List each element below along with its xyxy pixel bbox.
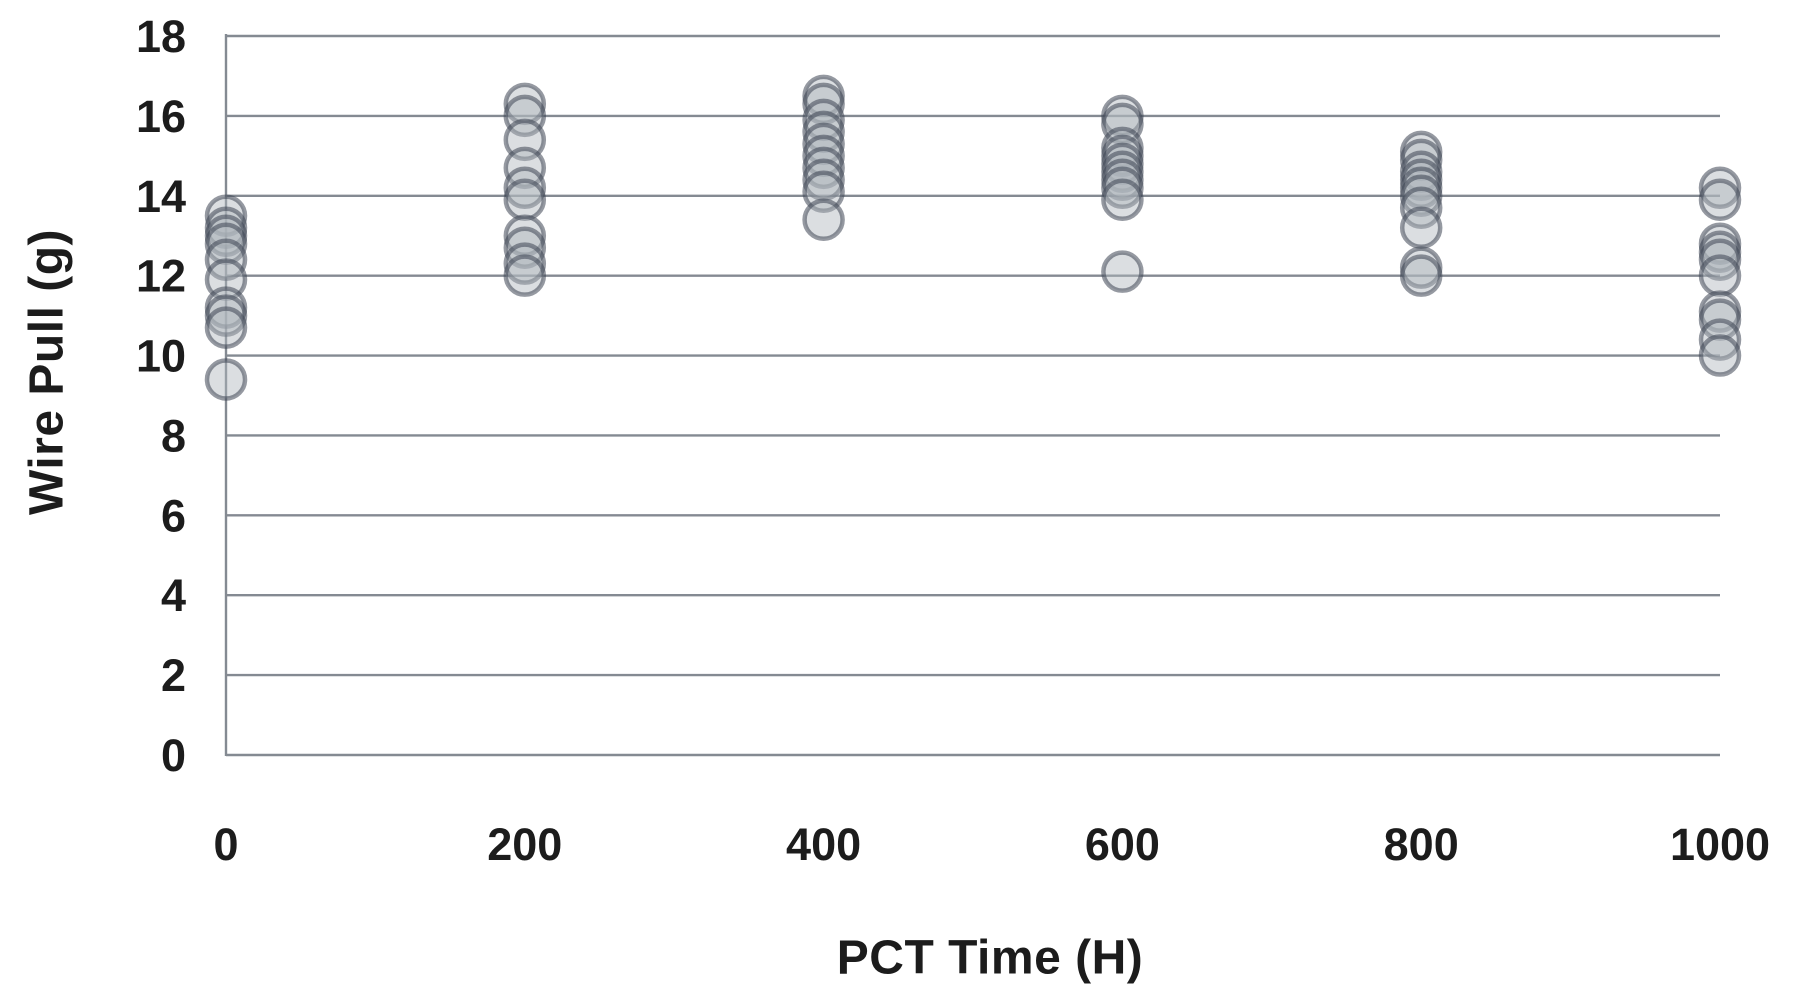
y-tick-label-18: 18 <box>136 11 186 62</box>
data-point-circle <box>1101 250 1144 293</box>
y-tick-label-2: 2 <box>161 650 186 701</box>
y-tick-label-16: 16 <box>136 91 186 142</box>
y-tick-label-10: 10 <box>136 331 186 382</box>
y-tick-label-12: 12 <box>136 251 186 302</box>
data-point-circle <box>802 198 845 241</box>
data-point-circle <box>503 242 547 285</box>
data-point-circle <box>1698 254 1742 297</box>
data-point-circle <box>204 358 248 401</box>
y-tick-label-14: 14 <box>136 171 186 222</box>
x-axis-title: PCT Time (H) <box>836 931 1144 985</box>
data-point-circle <box>1698 178 1742 222</box>
y-tick-label-8: 8 <box>161 410 186 461</box>
data-point-circle <box>1698 238 1742 281</box>
data-point-circle <box>1399 206 1443 249</box>
data-point-circle <box>503 178 547 222</box>
x-tick-label-600: 600 <box>1085 819 1160 870</box>
data-point-circle <box>1399 174 1443 218</box>
data-point-circle <box>1101 166 1144 210</box>
data-point-circle <box>1698 166 1742 210</box>
y-tick-label-4: 4 <box>161 570 186 621</box>
x-tick-label-200: 200 <box>487 819 562 870</box>
data-point-circle <box>204 294 248 337</box>
y-tick-label-6: 6 <box>161 490 186 541</box>
x-tick-label-800: 800 <box>1384 819 1459 870</box>
data-point-circle <box>1698 334 1742 377</box>
y-axis-title: Wire Pull (g) <box>20 228 74 516</box>
data-point-circle <box>1399 254 1443 297</box>
data-point-circle <box>1698 318 1742 361</box>
x-tick-label-0: 0 <box>213 819 238 870</box>
data-point-circle <box>1101 178 1144 222</box>
data-point-circle <box>503 166 547 210</box>
data-point-circle <box>503 254 547 297</box>
x-tick-label-1000: 1000 <box>1670 819 1770 870</box>
data-point-circle <box>204 306 248 349</box>
x-tick-label-400: 400 <box>786 819 861 870</box>
y-tick-label-0: 0 <box>161 730 186 781</box>
